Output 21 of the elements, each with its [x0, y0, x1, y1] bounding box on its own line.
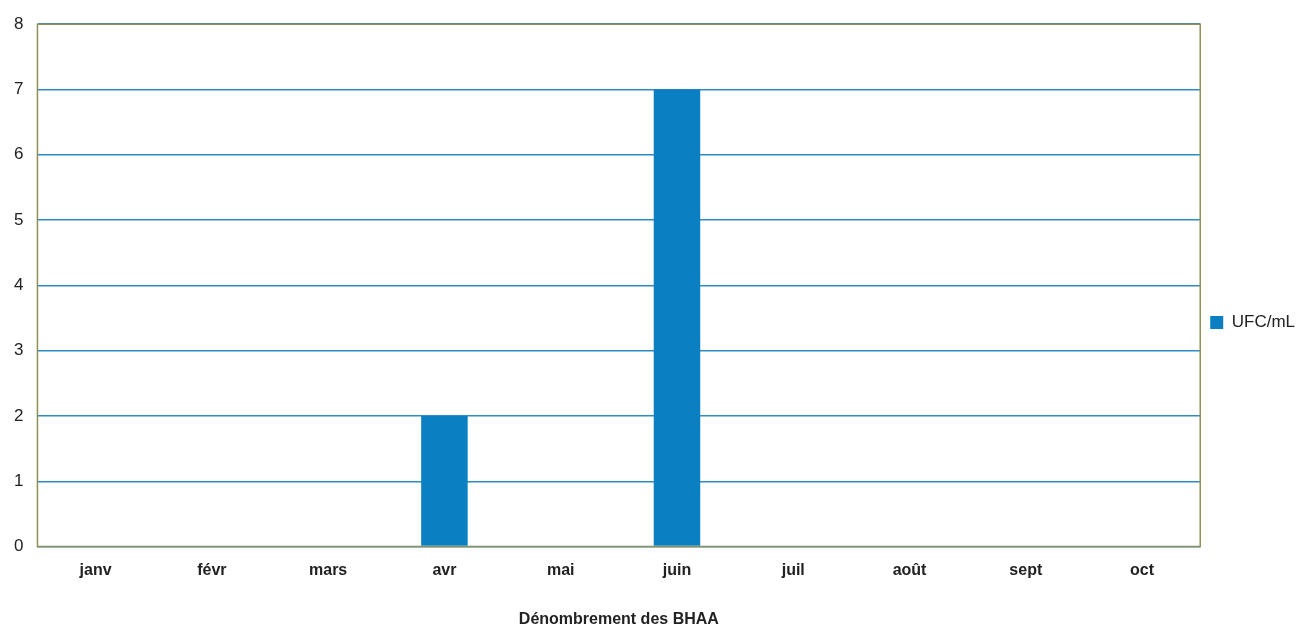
x-tick-label: janv — [78, 560, 112, 578]
x-tick-label: juin — [661, 560, 692, 578]
y-tick-label: 0 — [13, 536, 24, 556]
x-tick-label: févr — [197, 560, 227, 578]
x-tick-label: août — [892, 560, 928, 578]
x-tick-label: oct — [1130, 560, 1155, 578]
y-tick-label: 6 — [13, 144, 24, 164]
y-tick-label: 1 — [13, 470, 24, 490]
y-tick-label: 2 — [13, 405, 24, 425]
y-tick-label: 8 — [13, 13, 24, 33]
y-tick-label: 7 — [13, 79, 24, 99]
x-axis-title: Dénombrement des BHAA — [518, 609, 720, 627]
y-tick-label: 5 — [13, 209, 24, 229]
x-tick-label: juil — [780, 560, 805, 578]
x-tick-label: mars — [309, 560, 348, 578]
legend-label: UFC/mL — [1231, 312, 1295, 332]
x-tick-label: avr — [432, 560, 457, 578]
x-tick-label: sept — [1009, 560, 1043, 578]
y-tick-label: 4 — [13, 275, 24, 295]
x-tick-label: mai — [546, 560, 575, 578]
y-tick-label: 3 — [13, 340, 24, 360]
